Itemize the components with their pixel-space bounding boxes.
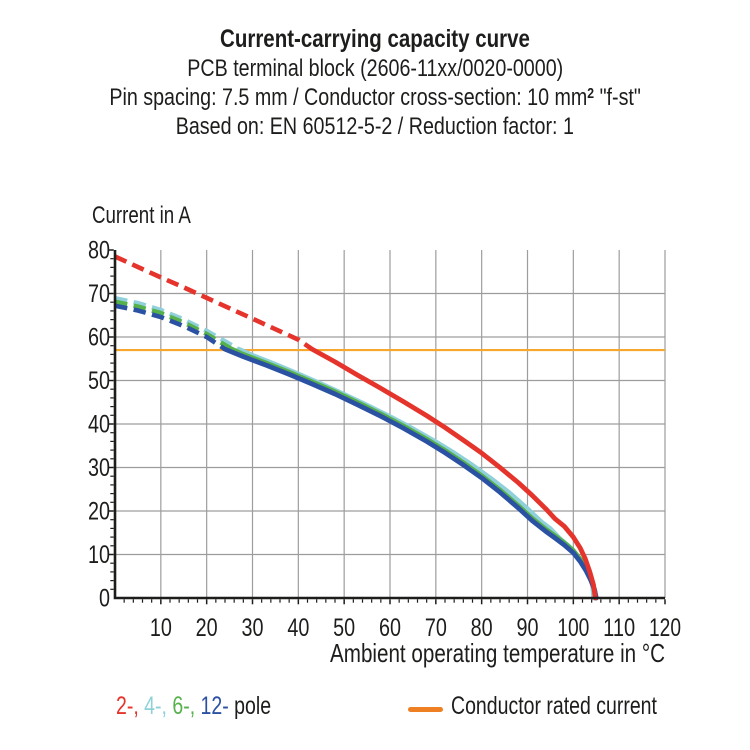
rated-current-legend-swatch — [408, 707, 443, 712]
legend-pole-12: 12- — [200, 692, 229, 720]
x-tick-label: 110 — [603, 614, 635, 642]
capacity-chart: 10 20 30 40 50 60 70 80 90 100 110 120 0 10 20 30 40 50 60… — [88, 237, 681, 669]
legend-pole-2: 2-, — [116, 692, 145, 720]
title-block: Current-carrying capacity curve PCB term… — [0, 26, 750, 143]
curve-2-pole — [309, 346, 598, 601]
legend-pole-4: 4-, — [144, 692, 173, 720]
y-tick-label: 80 — [88, 237, 110, 265]
curve-6-pole — [229, 346, 598, 601]
y-tick-label: 0 — [99, 585, 110, 613]
y-tick-label: 70 — [88, 280, 110, 308]
subtitle-specs: Pin spacing: 7.5 mm / Conductor cross-se… — [109, 84, 641, 111]
x-tick-label: 70 — [425, 614, 447, 642]
y-tick-label: 40 — [88, 411, 110, 439]
y-axis-title: Current in A — [92, 202, 191, 229]
legend-poles: 2-, 4-, 6-, 12- pole — [116, 692, 271, 721]
x-axis-title: Ambient operating temperature in °C — [330, 638, 665, 668]
superscript-2: 2 — [587, 85, 594, 102]
curve-12-pole — [222, 346, 599, 601]
x-tick-label: 10 — [150, 614, 172, 642]
y-tick-label: 10 — [88, 541, 110, 569]
legend-pole-items: 2-, 4-, 6-, 12- — [116, 692, 229, 720]
rated-current-legend-label: Conductor rated current — [451, 692, 657, 720]
curve-6-pole-dashed — [114, 299, 234, 352]
x-tick-label: 60 — [379, 614, 401, 642]
chart-title: Current-carrying capacity curve — [220, 25, 530, 53]
x-tick-label: 20 — [196, 614, 218, 642]
y-tick-label: 50 — [88, 367, 110, 395]
x-tick-label: 100 — [557, 614, 589, 642]
x-tick-label: 50 — [333, 614, 355, 642]
legend-pole-suffix: pole — [234, 692, 272, 720]
y-tick-label: 60 — [88, 324, 110, 352]
y-tick-label: 20 — [88, 498, 110, 526]
legend-pole-6: 6-, — [172, 692, 201, 720]
x-tick-label: 120 — [649, 614, 681, 642]
x-tick-label: 30 — [242, 614, 264, 642]
x-tick-label: 90 — [517, 614, 539, 642]
curve-4-pole-dashed — [114, 296, 240, 352]
axes — [113, 250, 665, 600]
x-tick-label: 80 — [471, 614, 493, 642]
x-tick-label: 40 — [287, 614, 309, 642]
curve-4-pole — [236, 346, 597, 601]
curve-12-pole-dashed — [114, 303, 227, 352]
subtitle-standard: Based on: EN 60512-5-2 / Reduction facto… — [175, 113, 575, 140]
y-tick-label: 30 — [88, 454, 110, 482]
subtitle-product: PCB terminal block (2606-11xx/0020-0000) — [187, 55, 563, 82]
